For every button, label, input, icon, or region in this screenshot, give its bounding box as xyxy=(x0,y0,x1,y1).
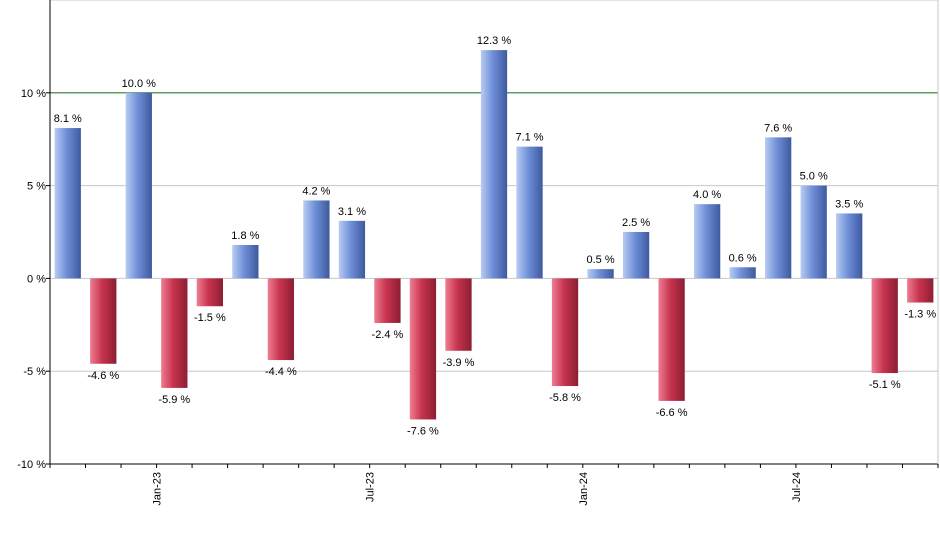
bar-16 xyxy=(622,232,650,279)
data-label-8: 3.1 % xyxy=(338,206,366,218)
data-label-18: 4.0 % xyxy=(693,189,721,201)
data-label-21: 5.0 % xyxy=(800,171,828,183)
bar-15 xyxy=(587,269,614,279)
data-labels: 8.1 % -4.6 % 10.0 % -5.9 % -1.5 % 1.8 % -4.4 %… xyxy=(54,35,937,437)
bar-21 xyxy=(800,185,827,279)
data-label-17: -6.6 % xyxy=(656,407,688,419)
data-label-16: 2.5 % xyxy=(622,217,650,229)
x-tick-labels: Jan-23 Jul-23 Jan-24 Jul-24 xyxy=(49,464,939,506)
data-label-20: 7.6 % xyxy=(764,122,792,134)
bar-22 xyxy=(836,213,863,279)
data-label-9: -2.4 % xyxy=(372,329,404,341)
bar-20 xyxy=(765,137,792,279)
bar-19 xyxy=(729,267,756,279)
data-label-24: -1.3 % xyxy=(904,309,936,321)
bar-2 xyxy=(125,92,152,279)
y-tick-label-1: 5 % xyxy=(27,181,46,193)
bar-14 xyxy=(551,278,579,387)
bar-0 xyxy=(54,128,81,279)
bar-3 xyxy=(161,278,188,388)
data-label-13: 7.1 % xyxy=(515,132,543,144)
bar-8 xyxy=(338,220,366,279)
bar-17 xyxy=(658,278,685,401)
data-label-14: -5.8 % xyxy=(549,392,581,404)
y-tick-labels: 10 % 5 % 0 % -5 % -10 % xyxy=(17,88,50,471)
bar-5 xyxy=(232,244,259,279)
y-tick-label-2: 0 % xyxy=(27,273,46,285)
bar-12 xyxy=(480,50,508,279)
data-label-15: 0.5 % xyxy=(586,254,614,266)
bar-23 xyxy=(871,278,898,374)
bar-7 xyxy=(303,200,330,279)
data-label-12: 12.3 % xyxy=(477,35,511,47)
y-tick-label-4: -10 % xyxy=(17,459,46,471)
data-label-3: -5.9 % xyxy=(158,394,190,406)
axes xyxy=(49,0,939,465)
x-tick-label-1: Jul-23 xyxy=(365,472,377,502)
x-tick-label-2: Jan-24 xyxy=(578,472,590,506)
data-label-11: -3.9 % xyxy=(443,357,475,369)
data-label-22: 3.5 % xyxy=(835,198,863,210)
y-tick-label-0: 10 % xyxy=(21,88,46,100)
bar-13 xyxy=(516,146,543,279)
data-label-1: -4.6 % xyxy=(87,370,119,382)
data-label-6: -4.4 % xyxy=(265,366,297,378)
data-label-19: 0.6 % xyxy=(729,252,757,264)
data-label-7: 4.2 % xyxy=(302,185,330,197)
bar-18 xyxy=(693,204,721,279)
bar-6 xyxy=(267,278,295,361)
x-tick-label-3: Jul-24 xyxy=(791,472,803,502)
x-tick-label-0: Jan-23 xyxy=(152,472,164,506)
data-label-4: -1.5 % xyxy=(194,312,226,324)
bar-10 xyxy=(409,278,437,420)
data-label-23: -5.1 % xyxy=(869,379,901,391)
bar-4 xyxy=(196,278,223,307)
y-tick-label-3: -5 % xyxy=(23,366,46,378)
data-label-5: 1.8 % xyxy=(231,230,259,242)
bar-24 xyxy=(907,278,934,303)
data-label-2: 10.0 % xyxy=(122,78,156,90)
bars xyxy=(54,50,934,420)
bar-11 xyxy=(445,278,472,351)
bar-9 xyxy=(374,278,401,323)
data-label-0: 8.1 % xyxy=(54,113,82,125)
data-label-10: -7.6 % xyxy=(407,425,439,437)
bar-1 xyxy=(90,278,117,364)
